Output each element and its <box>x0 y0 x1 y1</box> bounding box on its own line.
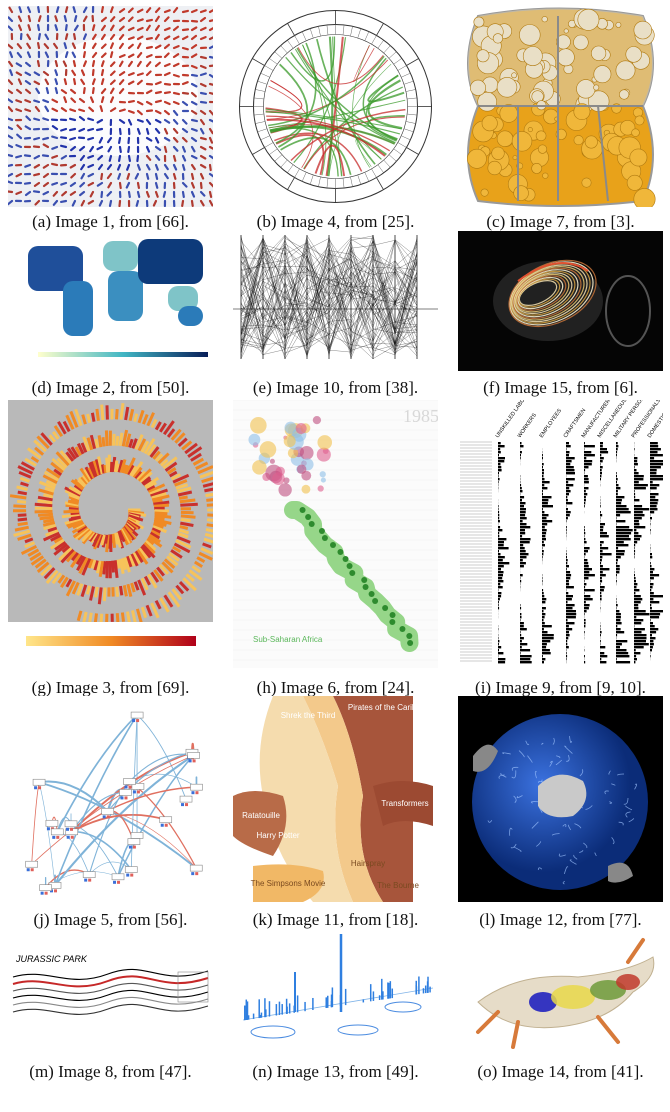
figure-caption: (i) Image 9, from [9, 10]. <box>475 678 646 697</box>
svg-text:The Simpsons Movie: The Simpsons Movie <box>251 879 326 888</box>
figure-caption: (j) Image 5, from [56]. <box>33 910 188 929</box>
figure-caption: (k) Image 11, from [18]. <box>252 910 419 929</box>
voronoi-treemap-graphic <box>458 6 663 207</box>
figure-panel: (o) Image 14, from [41]. <box>458 932 663 1084</box>
flow-streamlines-graphic <box>458 231 663 371</box>
node-link-network-image <box>8 696 213 902</box>
figure-caption: (f) Image 15, from [6]. <box>483 378 638 397</box>
figure-caption: (d) Image 2, from [50]. <box>31 378 190 397</box>
radial-edge-bundling-image <box>233 6 438 207</box>
svg-text:The Bourne: The Bourne <box>377 881 419 890</box>
3d-spike-map-graphic <box>233 932 438 1050</box>
choropleth-world-map-image <box>8 231 213 371</box>
svg-text:JURASSIC PARK: JURASSIC PARK <box>15 954 88 964</box>
figure-panel: (c) Image 7, from [3]. <box>458 6 663 234</box>
svg-text:Pirates of the Caribbean: Pirates of the Caribbean <box>348 703 434 712</box>
anatomical-rendering-graphic <box>458 932 663 1050</box>
bertin-bar-matrix-image: UNSKILLED LABOURERSWORKERSEMPLOYEESCRAFT… <box>458 400 663 668</box>
svg-text:Ratatouille: Ratatouille <box>242 811 280 820</box>
bubble-trail-scatter-image: 1985 Sub-Saharan Africa <box>233 400 438 668</box>
spiral-timeline-image <box>8 400 213 668</box>
globe-ocean-currents-image <box>458 696 663 902</box>
radial-edge-bundling-graphic <box>233 6 438 207</box>
year-label: 1985 <box>403 406 438 426</box>
svg-text:Transformers: Transformers <box>381 799 428 808</box>
figure-panel: 1985 Sub-Saharan Africa (h) Image 6, from … <box>233 400 438 700</box>
figure-panel: Shrek the Third Pirates of the Caribbean R… <box>233 696 438 932</box>
node-link-network-graphic <box>8 696 213 902</box>
vector-field-surface-image <box>8 6 213 207</box>
figure-panel: (e) Image 10, from [38]. <box>233 231 438 400</box>
figure-caption: (m) Image 8, from [47]. <box>29 1062 192 1081</box>
bertin-bar-matrix-graphic: UNSKILLED LABOURERSWORKERSEMPLOYEESCRAFT… <box>458 400 663 668</box>
choropleth-world-map-graphic <box>8 231 213 371</box>
figure-caption: (l) Image 12, from [77]. <box>479 910 642 929</box>
streamgraph-graphic: Shrek the Third Pirates of the Caribbean R… <box>233 696 438 902</box>
parallel-coordinates-image <box>233 231 438 371</box>
vector-field-surface-graphic <box>8 6 213 207</box>
figure-panel: (j) Image 5, from [56]. <box>8 696 213 932</box>
figure-panel: (f) Image 15, from [6]. <box>458 231 663 400</box>
figure-caption: (c) Image 7, from [3]. <box>486 212 635 231</box>
figure-panel: (b) Image 4, from [25]. <box>233 6 438 234</box>
region-label: Sub-Saharan Africa <box>253 635 323 644</box>
storyline-chart-graphic: JURASSIC PARK <box>8 932 213 1050</box>
globe-ocean-currents-graphic <box>458 696 663 902</box>
figure-panel: (a) Image 1, from [66]. <box>8 6 213 234</box>
flow-streamlines-image <box>458 231 663 371</box>
figure-caption: (n) Image 13, from [49]. <box>252 1062 419 1081</box>
figure-panel: (g) Image 3, from [69]. <box>8 400 213 700</box>
svg-text:Shrek the Third: Shrek the Third <box>281 711 336 720</box>
anatomical-rendering-image <box>458 932 663 1050</box>
figure-caption: (o) Image 14, from [41]. <box>477 1062 644 1081</box>
storyline-chart-image: JURASSIC PARK <box>8 932 213 1050</box>
figure-caption: (e) Image 10, from [38]. <box>252 378 419 397</box>
figure-caption: (a) Image 1, from [66]. <box>32 212 189 231</box>
figure-panel: (n) Image 13, from [49]. <box>233 932 438 1084</box>
figure-panel: UNSKILLED LABOURERSWORKERSEMPLOYEESCRAFT… <box>458 400 663 700</box>
svg-text:Harry Potter: Harry Potter <box>256 831 299 840</box>
bubble-trail-scatter-graphic: 1985 Sub-Saharan Africa <box>233 400 438 668</box>
voronoi-treemap-image <box>458 6 663 207</box>
figure-caption: (b) Image 4, from [25]. <box>256 212 415 231</box>
figure-caption: (g) Image 3, from [69]. <box>31 678 190 697</box>
3d-spike-map-image <box>233 932 438 1050</box>
streamgraph-image: Shrek the Third Pirates of the Caribbean R… <box>233 696 438 902</box>
figure-panel: (l) Image 12, from [77]. <box>458 696 663 932</box>
parallel-coordinates-graphic <box>233 231 438 371</box>
figure-caption: (h) Image 6, from [24]. <box>256 678 415 697</box>
spiral-timeline-graphic <box>8 400 213 668</box>
figure-panel: (d) Image 2, from [50]. <box>8 231 213 400</box>
svg-text:Hairspray: Hairspray <box>351 859 385 868</box>
figure-panel: JURASSIC PARK (m) Image 8, from [47]. <box>8 932 213 1084</box>
